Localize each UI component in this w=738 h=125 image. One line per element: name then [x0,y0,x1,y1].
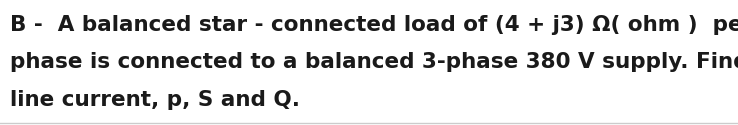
Text: line current, p, S and Q.: line current, p, S and Q. [10,90,300,110]
Text: phase is connected to a balanced 3-phase 380 V supply. Find the: phase is connected to a balanced 3-phase… [10,52,738,72]
Text: B -  A balanced star - connected load of (4 + j3) Ω( ohm )  per: B - A balanced star - connected load of … [10,15,738,35]
